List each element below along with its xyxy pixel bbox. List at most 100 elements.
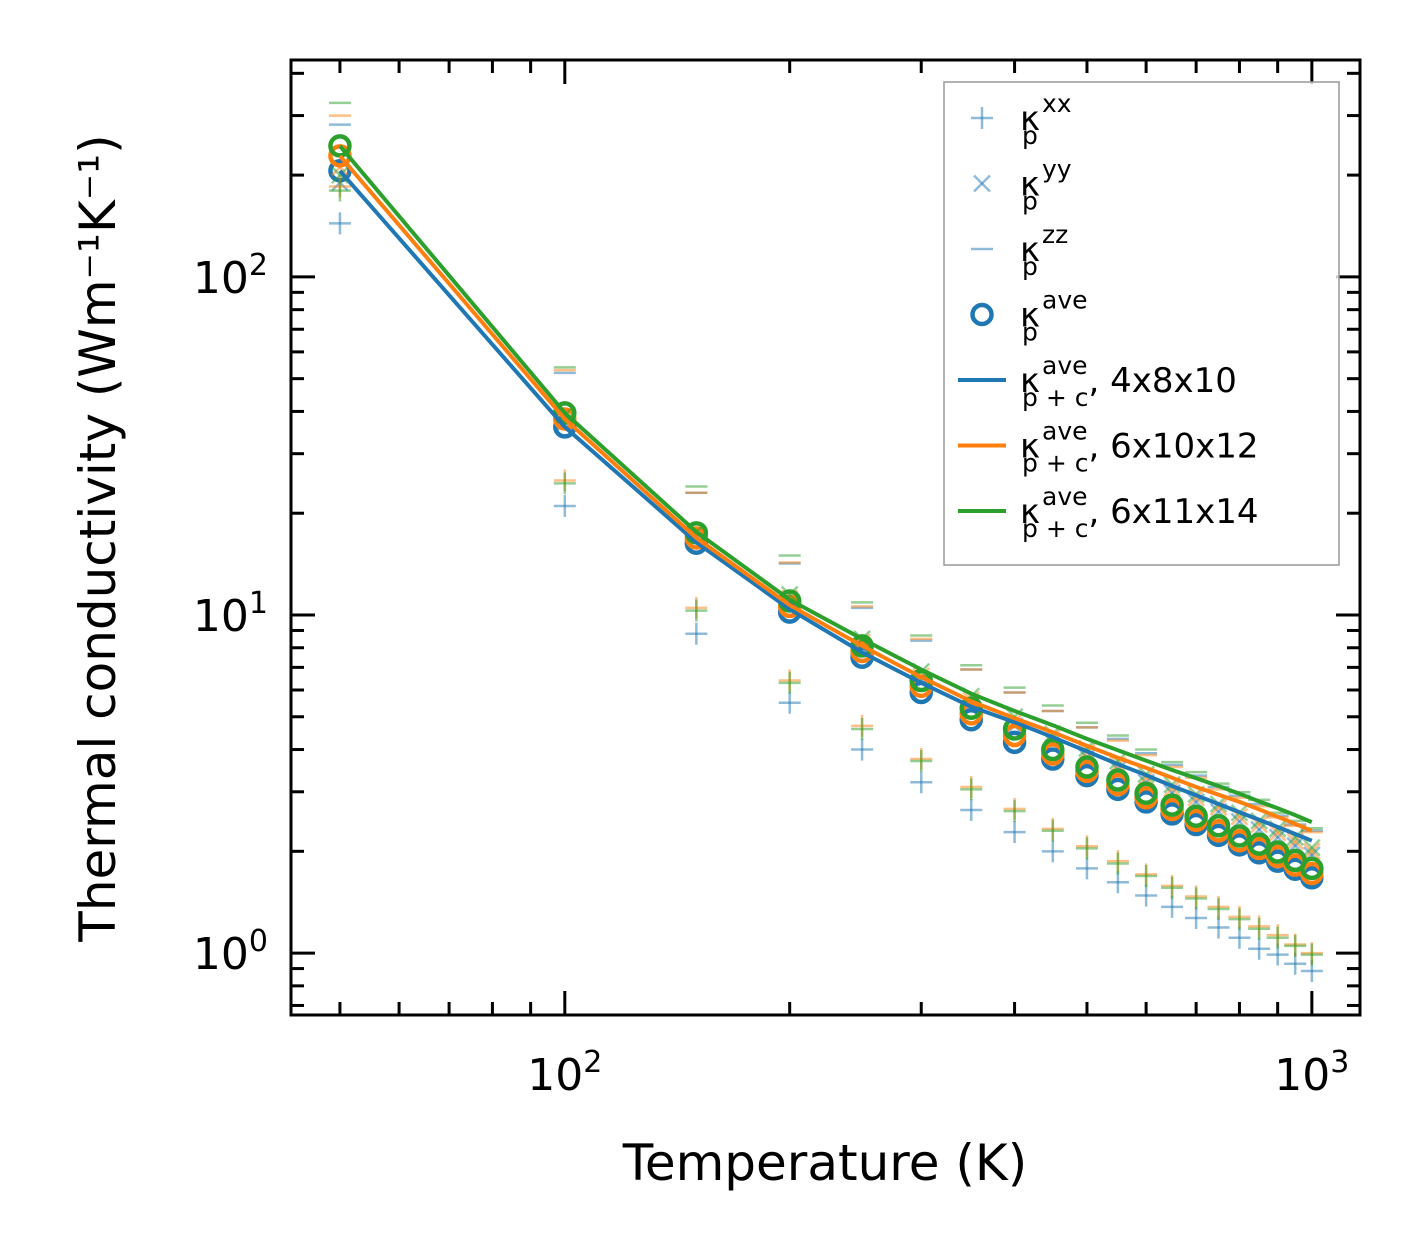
data-point-plus <box>910 771 933 794</box>
data-point-plus <box>328 179 351 202</box>
data-point-x <box>331 166 349 184</box>
y-tick-base: 10 <box>193 929 249 980</box>
series-line <box>338 169 1313 843</box>
legend-subscript: p + c <box>1022 383 1088 412</box>
legend-subscript: p <box>1022 252 1038 281</box>
x-tick-base: 10 <box>527 1050 583 1101</box>
data-point-plus <box>851 738 874 761</box>
data-point-circle <box>1227 824 1252 848</box>
x-b <box>331 166 349 184</box>
x-b <box>1250 815 1269 834</box>
data-point-circle <box>1300 856 1324 881</box>
data-point-plus <box>685 599 708 622</box>
x-b <box>1109 752 1127 770</box>
data-point-x <box>1302 842 1321 861</box>
y-tick-label: 101 <box>193 586 268 642</box>
x-tick-exponent: 2 <box>583 1045 602 1080</box>
data-point-plus <box>960 778 983 801</box>
legend-subscript: p + c <box>1022 449 1088 478</box>
data-point-plus <box>1161 895 1184 918</box>
data-point-circle <box>1041 737 1065 762</box>
data-point-plus <box>1041 840 1064 863</box>
legend-superscript: ave <box>1042 482 1088 511</box>
y-tick-exponent: 0 <box>249 924 268 959</box>
data-point-plus <box>1185 887 1208 910</box>
series-plus <box>328 212 1323 983</box>
y-tick-exponent: 1 <box>249 586 268 621</box>
data-point-circle <box>1247 832 1271 856</box>
data-point-plus <box>1207 898 1230 921</box>
data-point-plus <box>553 472 576 495</box>
data-point-circle <box>553 401 577 425</box>
legend-superscript: yy <box>1042 155 1072 184</box>
legend-plus-icon <box>971 107 993 129</box>
y-tick-label: 100 <box>193 924 268 980</box>
legend-circle-icon <box>970 302 994 327</box>
series-plus <box>328 179 1323 966</box>
data-point-plus <box>910 749 933 772</box>
legend-x-icon <box>973 174 991 193</box>
data-point-plus <box>553 495 576 518</box>
data-point-plus <box>685 622 708 645</box>
data-point-plus <box>1041 819 1064 842</box>
data-point-plus <box>778 671 801 694</box>
data-point-plus <box>1207 916 1230 939</box>
axis-ticks <box>291 60 1360 1015</box>
x-b <box>1302 838 1321 857</box>
data-point-plus <box>1135 865 1158 888</box>
series-line <box>338 154 1313 833</box>
data-point-circle <box>328 134 352 158</box>
data-point-plus <box>1248 937 1271 960</box>
x-b <box>1286 828 1305 847</box>
x-b <box>1163 779 1181 798</box>
data-point-circle <box>1206 814 1231 838</box>
data-point-plus <box>1075 837 1098 860</box>
y-tick-label: 102 <box>193 248 268 304</box>
data-point-plus <box>851 718 874 741</box>
data-point-plus <box>778 691 801 714</box>
legend-base: κ <box>1020 165 1040 205</box>
legend-label: κyy p <box>1020 155 1072 216</box>
data-point-plus <box>1003 800 1026 823</box>
legend-base: κ <box>1020 296 1040 336</box>
legend-suffix: , 4x8x10 <box>1088 361 1236 401</box>
data-point-plus <box>1284 934 1307 957</box>
data-point-circle <box>1184 804 1208 828</box>
legend-base: κ <box>1020 361 1040 401</box>
data-point-plus <box>1228 926 1251 949</box>
y-tick-base: 10 <box>193 253 249 304</box>
data-point-plus <box>1106 852 1129 875</box>
legend-superscript: zz <box>1042 220 1068 249</box>
legend-label: κave p + c, 4x8x10 <box>1020 351 1237 412</box>
y-axis-label-text: Thermal conductivity (Wm⁻¹K⁻¹) <box>69 134 127 942</box>
data-point-plus <box>328 212 351 235</box>
x-b <box>1209 798 1228 817</box>
data-point-plus <box>1185 906 1208 929</box>
x-b <box>1187 788 1206 807</box>
data-point-plus <box>1003 821 1026 844</box>
legend-label: κave p + c, 6x11x14 <box>1020 482 1259 543</box>
data-point-circle <box>1075 755 1099 779</box>
legend-label: κzz p <box>1020 220 1068 281</box>
data-point-plus <box>960 798 983 821</box>
legend-box <box>943 81 1340 566</box>
y-axis-label: Thermal conductivity (Wm⁻¹K⁻¹) <box>69 134 127 942</box>
x-axis-label: Temperature (K) <box>622 1134 1027 1192</box>
data-point-plus <box>1075 857 1098 880</box>
legend-superscript: ave <box>1042 286 1088 315</box>
data-point-plus <box>1266 926 1289 949</box>
data-point-plus <box>1161 876 1184 899</box>
x-b <box>1078 739 1096 758</box>
x-tick-base: 10 <box>1274 1050 1330 1101</box>
legend-base: κ <box>1020 427 1040 467</box>
data-point-plus <box>1135 884 1158 907</box>
data-point-plus <box>1248 917 1271 940</box>
data-point-circle <box>1106 768 1130 792</box>
plot-marks <box>328 101 1324 983</box>
legend-suffix: , 6x10x12 <box>1088 427 1258 467</box>
y-tick-exponent: 2 <box>249 248 268 283</box>
data-point-circle <box>1160 793 1184 817</box>
